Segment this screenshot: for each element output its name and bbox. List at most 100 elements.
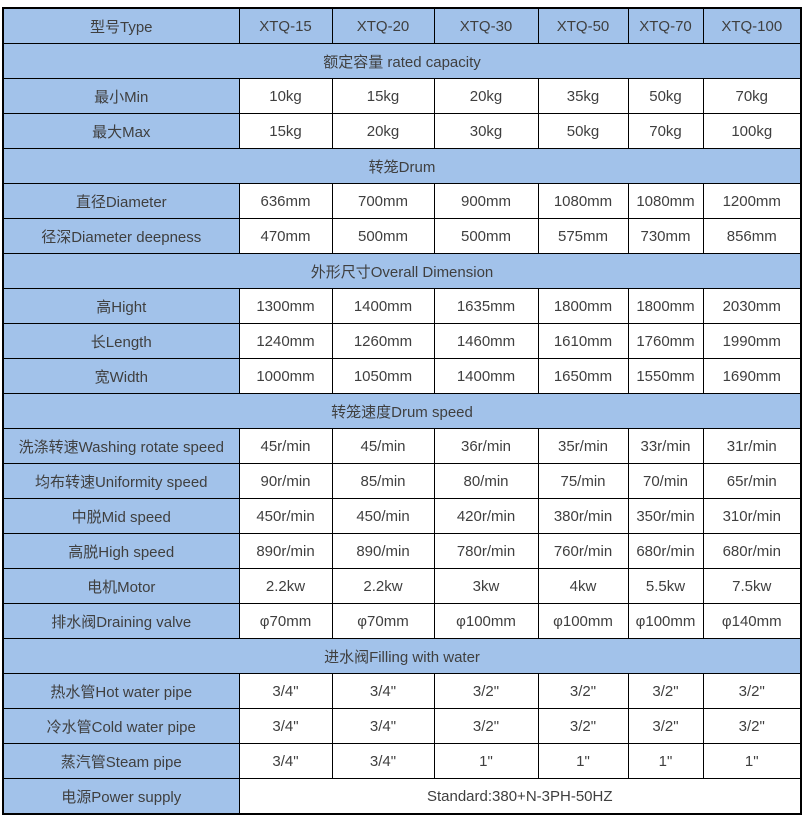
spec-value-cell: 856mm: [702, 218, 802, 254]
spec-label-cell: 均布转速Uniformity speed: [2, 463, 240, 499]
spec-value-cell: 3/4": [331, 673, 435, 709]
spec-value-cell: 20kg: [433, 78, 539, 114]
spec-value-cell: 450/min: [331, 498, 435, 534]
spec-row: 均布转速Uniformity speed 90r/min 85/min 80/min 7…: [2, 463, 802, 499]
model-header-cell: XTQ-30: [433, 7, 539, 44]
spec-value-cell: 575mm: [537, 218, 629, 254]
spec-value-cell: 1240mm: [238, 323, 333, 359]
spec-value-cell: 1050mm: [331, 358, 435, 394]
spec-row: 最大Max 15kg 20kg 30kg 50kg 70kg 100kg: [2, 113, 802, 149]
spec-value-cell: 80/min: [433, 463, 539, 499]
spec-row: 冷水管Cold water pipe 3/4" 3/4" 3/2" 3/2" 3/2" 3/…: [2, 708, 802, 744]
spec-value-cell: φ100mm: [627, 603, 704, 639]
spec-value-cell: 1460mm: [433, 323, 539, 359]
spec-row: 长Length 1240mm 1260mm 1460mm 1610mm 1760mm 199…: [2, 323, 802, 359]
spec-value-cell: 2030mm: [702, 288, 802, 324]
spec-value-cell: 3/2": [433, 673, 539, 709]
spec-value-cell: φ140mm: [702, 603, 802, 639]
spec-value-cell: 1635mm: [433, 288, 539, 324]
spec-value-cell: 1690mm: [702, 358, 802, 394]
model-header-cell: XTQ-15: [238, 7, 333, 44]
spec-value-cell: 890r/min: [238, 533, 333, 569]
spec-value-cell: 470mm: [238, 218, 333, 254]
spec-value-cell: 10kg: [238, 78, 333, 114]
spec-value-cell: 3/2": [537, 708, 629, 744]
spec-value-cell: 15kg: [331, 78, 435, 114]
spec-value-cell: 900mm: [433, 183, 539, 219]
spec-value-cell: 1300mm: [238, 288, 333, 324]
spec-row: 高Hight 1300mm 1400mm 1635mm 1800mm 1800mm 2030…: [2, 288, 802, 324]
spec-value-cell: 3/2": [537, 673, 629, 709]
spec-row: 径深Diameter deepness 470mm 500mm 500mm 575mm 7…: [2, 218, 802, 254]
section-row: 转笼速度Drum speed: [2, 393, 802, 429]
spec-value-cell: 680r/min: [702, 533, 802, 569]
spec-value-cell: 1260mm: [331, 323, 435, 359]
spec-value-cell: φ70mm: [238, 603, 333, 639]
spec-row: 洗涤转速Washing rotate speed 45r/min 45/min 36r…: [2, 428, 802, 464]
spec-value-cell: 15kg: [238, 113, 333, 149]
spec-value-cell: 350r/min: [627, 498, 704, 534]
section-row: 外形尺寸Overall Dimension: [2, 253, 802, 289]
spec-value-cell: 70/min: [627, 463, 704, 499]
spec-value-cell: 31r/min: [702, 428, 802, 464]
spec-value-cell: φ70mm: [331, 603, 435, 639]
spec-value-cell: 1": [627, 743, 704, 779]
spec-value-cell: 50kg: [627, 78, 704, 114]
spec-value-cell: 700mm: [331, 183, 435, 219]
spec-value-cell: 1080mm: [627, 183, 704, 219]
spec-table-body: 额定容量 rated capacity 最小Min 10kg 15kg 20kg 35kg…: [2, 43, 802, 815]
spec-value-cell: 70kg: [702, 78, 802, 114]
spec-label-cell: 高脱High speed: [2, 533, 240, 569]
spec-label-cell: 蒸汽管Steam pipe: [2, 743, 240, 779]
spec-row: 热水管Hot water pipe 3/4" 3/4" 3/2" 3/2" 3/2" 3/2…: [2, 673, 802, 709]
spec-value-cell: 1": [702, 743, 802, 779]
model-header-cell: XTQ-70: [627, 7, 704, 44]
section-title-cell: 转笼速度Drum speed: [2, 393, 802, 429]
spec-row: 排水阀Draining valve φ70mm φ70mm φ100mm φ100mm φ…: [2, 603, 802, 639]
spec-label-cell: 宽Width: [2, 358, 240, 394]
section-title-cell: 进水阀Filling with water: [2, 638, 802, 674]
model-header-cell: XTQ-100: [702, 7, 802, 44]
spec-value-cell: 380r/min: [537, 498, 629, 534]
spec-value-cell: 3/2": [702, 673, 802, 709]
product-spec-table: 型号Type XTQ-15 XTQ-20 XTQ-30 XTQ-50 XTQ-70 XTQ-…: [2, 7, 802, 815]
spec-value-cell: 85/min: [331, 463, 435, 499]
spec-value-cell: 1650mm: [537, 358, 629, 394]
spec-value-cell: 2.2kw: [238, 568, 333, 604]
spec-value-cell: 3/2": [627, 673, 704, 709]
spec-label-cell: 排水阀Draining valve: [2, 603, 240, 639]
model-header-cell: XTQ-50: [537, 7, 629, 44]
spec-label-cell: 直径Diameter: [2, 183, 240, 219]
spec-value-cell: 90r/min: [238, 463, 333, 499]
spec-value-cell: 500mm: [433, 218, 539, 254]
spec-row: 高脱High speed 890r/min 890/min 780r/min 760r/…: [2, 533, 802, 569]
spec-value-cell: 1760mm: [627, 323, 704, 359]
spec-value-cell: 3/2": [433, 708, 539, 744]
spec-row: 最小Min 10kg 15kg 20kg 35kg 50kg 70kg: [2, 78, 802, 114]
spec-value-cell: 50kg: [537, 113, 629, 149]
spec-label-cell: 热水管Hot water pipe: [2, 673, 240, 709]
spec-value-cell: 45/min: [331, 428, 435, 464]
spec-label-cell: 最小Min: [2, 78, 240, 114]
section-title-cell: 转笼Drum: [2, 148, 802, 184]
spec-value-cell: 1990mm: [702, 323, 802, 359]
spec-value-cell: 2.2kw: [331, 568, 435, 604]
spec-value-cell: 3/4": [331, 708, 435, 744]
spec-value-cell: 45r/min: [238, 428, 333, 464]
spec-label-cell: 最大Max: [2, 113, 240, 149]
spec-label-cell: 长Length: [2, 323, 240, 359]
spec-row: 直径Diameter 636mm 700mm 900mm 1080mm 1080mm 120…: [2, 183, 802, 219]
spec-value-cell: 780r/min: [433, 533, 539, 569]
spec-value-cell: 1800mm: [627, 288, 704, 324]
spec-label-cell: 电机Motor: [2, 568, 240, 604]
spec-value-cell: φ100mm: [537, 603, 629, 639]
spec-row: 电机Motor 2.2kw 2.2kw 3kw 4kw 5.5kw 7.5kw: [2, 568, 802, 604]
spec-value-cell: 450r/min: [238, 498, 333, 534]
spec-value-cell: 1400mm: [433, 358, 539, 394]
spec-value-cell: 3/4": [238, 743, 333, 779]
spec-value-cell: 1": [537, 743, 629, 779]
spec-value-cell: 636mm: [238, 183, 333, 219]
spec-value-cell: 760r/min: [537, 533, 629, 569]
section-row: 额定容量 rated capacity: [2, 43, 802, 79]
